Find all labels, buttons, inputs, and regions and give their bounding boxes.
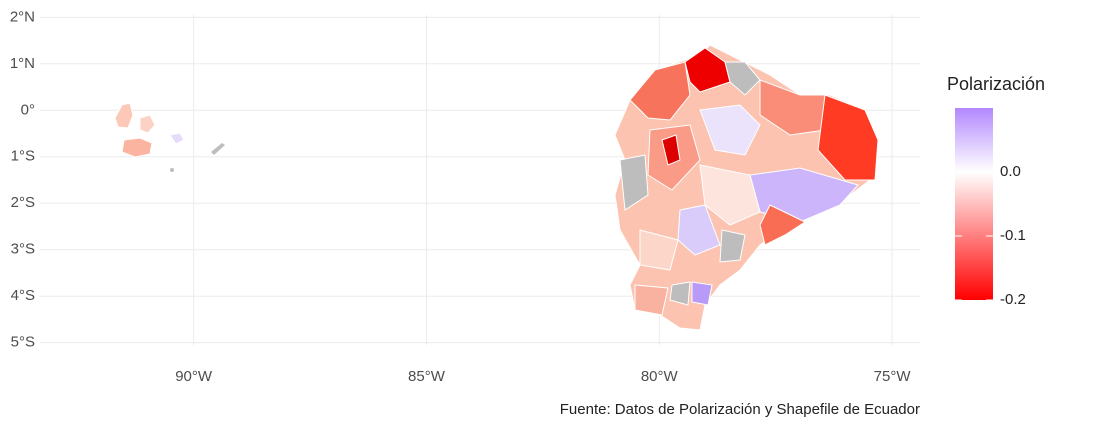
region: [169, 132, 185, 145]
region: [759, 204, 807, 246]
x-tick-label: 75°W: [874, 368, 912, 385]
galapagos: [114, 102, 225, 172]
y-tick-label: 1°N: [10, 55, 35, 72]
colorbar: [955, 108, 993, 300]
x-tick-label: 80°W: [641, 368, 679, 385]
region: [699, 164, 761, 226]
legend-tick-label: -0.1: [1000, 227, 1026, 244]
region: [170, 168, 174, 172]
region: [619, 154, 649, 211]
x-tick-label: 85°W: [408, 368, 446, 385]
y-tick-label: 2°N: [10, 8, 35, 25]
legend-ticks: 0.0 -0.1 -0.2: [955, 163, 1026, 308]
mainland: [614, 44, 879, 331]
region: [719, 229, 746, 263]
y-tick-label: 2°S: [11, 194, 35, 211]
region: [669, 281, 691, 306]
x-tick-label: 90°W: [175, 368, 213, 385]
region: [661, 134, 681, 166]
legend-tick-label: 0.0: [1000, 163, 1021, 180]
legend-tick-label: -0.2: [1000, 291, 1026, 308]
legend-title: Polarización: [947, 74, 1045, 94]
y-tick-label: 0°: [21, 101, 35, 118]
caption: Fuente: Datos de Polarización y Shapefil…: [560, 401, 920, 418]
region: [817, 94, 879, 181]
y-tick-label: 1°S: [11, 148, 35, 165]
region: [639, 229, 679, 271]
region: [677, 204, 721, 256]
region: [121, 137, 153, 158]
region: [699, 104, 761, 156]
region: [691, 281, 713, 306]
region: [211, 143, 225, 155]
region: [114, 102, 134, 129]
region: [139, 114, 156, 134]
y-tick-label: 4°S: [11, 287, 35, 304]
region: [634, 284, 669, 316]
y-tick-label: 3°S: [11, 241, 35, 258]
grid: [40, 15, 920, 345]
region: [724, 61, 761, 96]
y-tick-label: 5°S: [11, 334, 35, 351]
